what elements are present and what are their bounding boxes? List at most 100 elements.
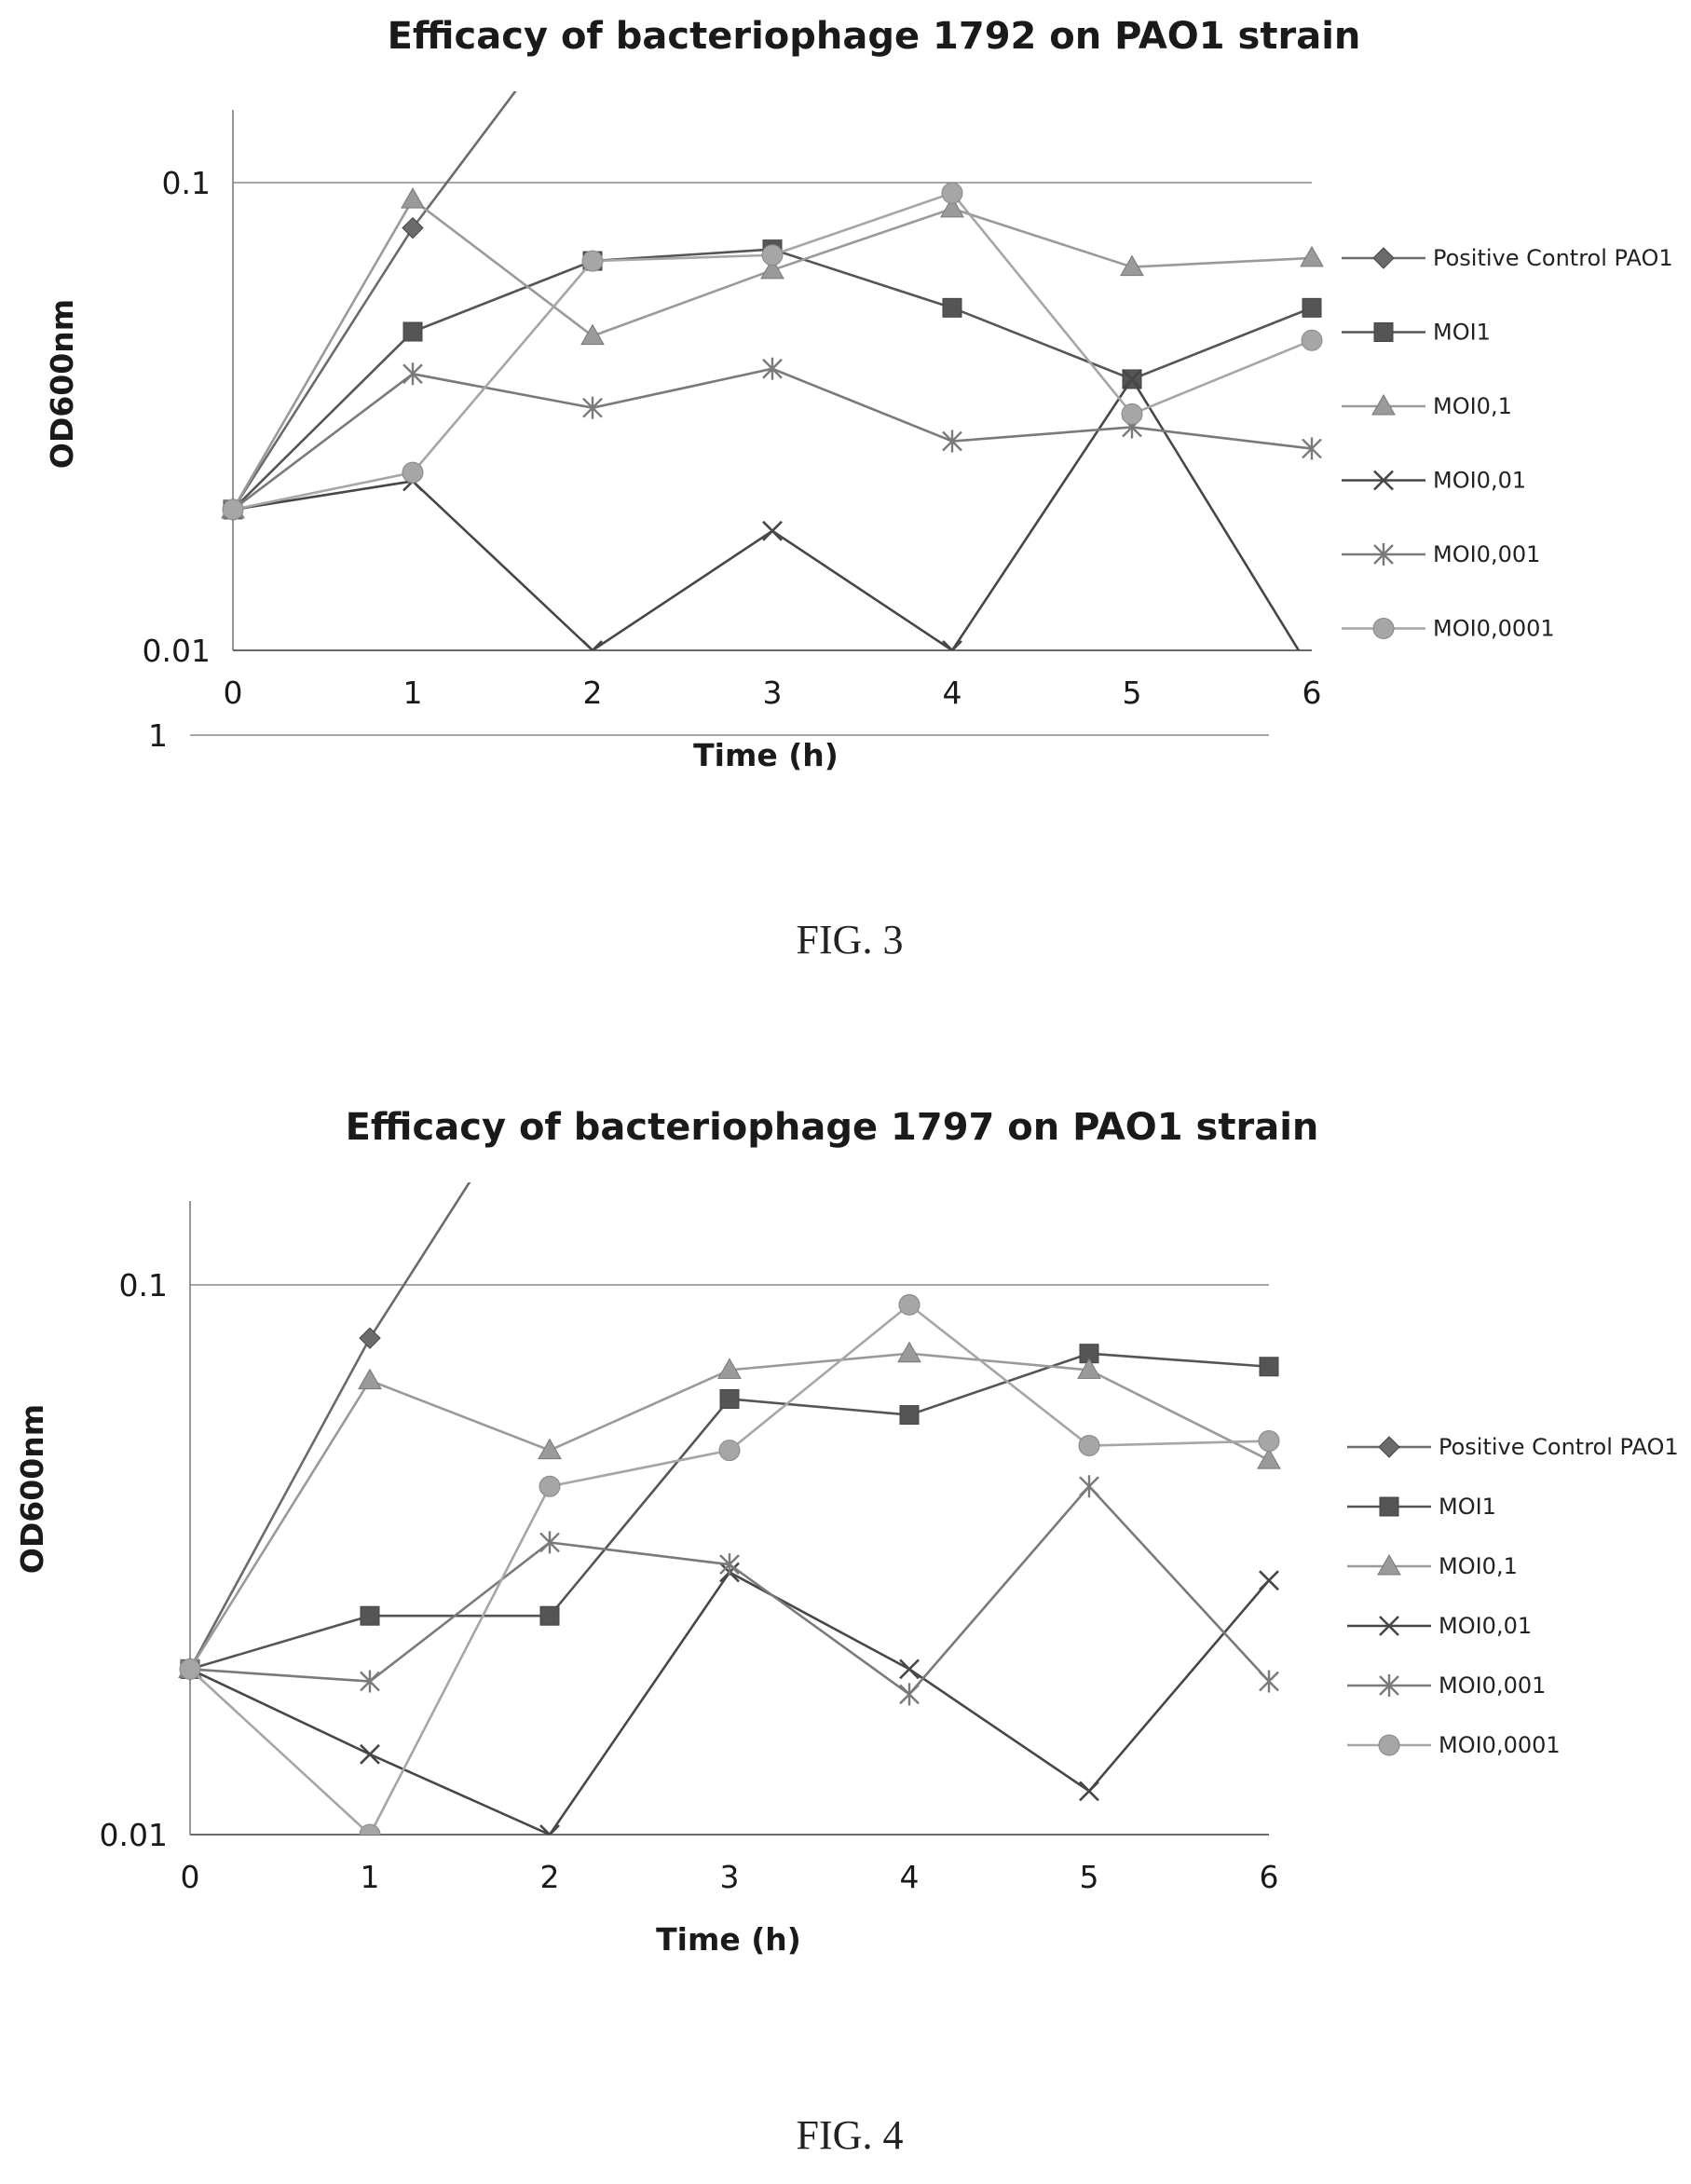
data-point xyxy=(1300,245,1324,267)
data-point xyxy=(942,640,962,650)
data-point xyxy=(1079,1781,1099,1802)
data-point xyxy=(582,640,603,650)
data-point xyxy=(942,297,962,318)
x-axis-label: Time (h) xyxy=(693,737,839,773)
data-point xyxy=(402,321,423,342)
data-point xyxy=(1122,369,1142,389)
y-tick-label: 0.1 xyxy=(119,1267,168,1304)
legend-marker xyxy=(1371,393,1396,416)
data-point xyxy=(717,1358,742,1379)
data-point xyxy=(1259,1357,1279,1377)
legend-marker xyxy=(1379,1616,1399,1636)
x-tick-label: 3 xyxy=(720,1859,740,1895)
data-point xyxy=(179,1658,201,1680)
x-tick-label: 5 xyxy=(1080,1859,1099,1895)
data-point xyxy=(539,1824,560,1835)
data-point xyxy=(539,1605,560,1626)
x-tick-label: 1 xyxy=(361,1859,380,1895)
data-point xyxy=(762,357,783,380)
data-point xyxy=(222,498,244,521)
series-group xyxy=(178,1182,1281,1835)
y-axis-label: OD600nm xyxy=(14,1404,50,1574)
legend-label: MOI0,001 xyxy=(1433,541,1540,567)
legend-label: MOI0,1 xyxy=(1439,1553,1518,1579)
data-point xyxy=(581,250,604,272)
data-point xyxy=(940,196,964,218)
data-point xyxy=(1302,437,1322,460)
data-point xyxy=(538,1438,562,1460)
x-tick-label: 1 xyxy=(403,675,423,711)
legend-marker xyxy=(1373,470,1394,491)
x-tick-label: 6 xyxy=(1260,1859,1279,1895)
y-tick-label: 0.01 xyxy=(143,633,211,669)
data-point xyxy=(539,1475,561,1497)
data-point xyxy=(899,1658,920,1680)
y-tick-label: 0.01 xyxy=(100,1817,168,1853)
data-point xyxy=(1077,1358,1101,1379)
legend-marker xyxy=(1372,247,1395,269)
data-point xyxy=(1301,329,1323,351)
data-point xyxy=(582,396,603,419)
data-point xyxy=(358,1368,382,1390)
data-point xyxy=(1259,1670,1279,1693)
x-tick-label: 3 xyxy=(763,675,783,711)
data-point xyxy=(360,1743,380,1765)
y-tick-label: 1 xyxy=(148,717,168,754)
data-point xyxy=(1121,403,1143,425)
y-tick-label: 0.1 xyxy=(162,165,211,201)
x-tick-label: 0 xyxy=(224,675,243,711)
data-point xyxy=(401,187,425,209)
chart-title: Efficacy of bacteriophage 1797 on PAO1 s… xyxy=(346,1106,1319,1149)
legend-marker xyxy=(1378,1734,1400,1756)
x-tick-label: 2 xyxy=(540,1859,560,1895)
data-point xyxy=(402,461,424,484)
legend-label: MOI0,0001 xyxy=(1433,616,1555,642)
data-point xyxy=(1259,1570,1279,1591)
legend-label: MOI0,1 xyxy=(1433,393,1512,419)
legend-label: Positive Control PAO1 xyxy=(1433,245,1673,271)
chart-fig3: Efficacy of bacteriophage 1792 on PAO1 s… xyxy=(44,15,1673,773)
legend-marker xyxy=(1379,1496,1399,1517)
data-point xyxy=(360,1670,380,1693)
data-point xyxy=(1258,1430,1280,1453)
legend-label: Positive Control PAO1 xyxy=(1439,1434,1679,1460)
legend-marker xyxy=(1372,618,1395,639)
chart-fig4: Efficacy of bacteriophage 1797 on PAO1 s… xyxy=(14,717,1679,1958)
legend-label: MOI0,001 xyxy=(1439,1672,1546,1699)
data-point xyxy=(718,1440,741,1462)
data-point xyxy=(1079,1475,1099,1498)
legend-label: MOI0,01 xyxy=(1433,468,1526,494)
x-tick-label: 5 xyxy=(1123,675,1142,711)
data-point xyxy=(1120,254,1144,277)
data-point xyxy=(1257,1448,1281,1469)
legend-label: MOI0,01 xyxy=(1439,1613,1532,1639)
legend-marker xyxy=(1373,543,1394,566)
data-point xyxy=(941,182,963,204)
data-point xyxy=(1302,297,1322,318)
series-group xyxy=(221,91,1324,650)
figure-caption-4: FIG. 4 xyxy=(797,2112,904,2158)
x-axis-label: Time (h) xyxy=(656,1921,801,1958)
data-point xyxy=(897,1341,921,1363)
x-tick-label: 2 xyxy=(583,675,603,711)
legend-label: MOI1 xyxy=(1433,320,1491,346)
y-axis-label: OD600nm xyxy=(44,299,80,469)
x-tick-label: 4 xyxy=(943,675,962,711)
data-point xyxy=(762,520,783,541)
legend: Positive Control PAO1 MOI1 MOI0,1 MOI0,01 MO… xyxy=(1342,245,1673,642)
data-point xyxy=(402,362,423,386)
legend-label: MOI1 xyxy=(1439,1494,1496,1520)
legend-marker xyxy=(1373,322,1394,342)
x-tick-label: 6 xyxy=(1302,675,1322,711)
chart-title: Efficacy of bacteriophage 1792 on PAO1 s… xyxy=(388,15,1361,58)
data-point xyxy=(760,257,784,280)
data-point xyxy=(402,216,424,239)
data-point xyxy=(942,430,962,453)
data-point xyxy=(359,1327,381,1349)
data-point xyxy=(1078,1435,1100,1457)
data-point xyxy=(719,1553,740,1577)
